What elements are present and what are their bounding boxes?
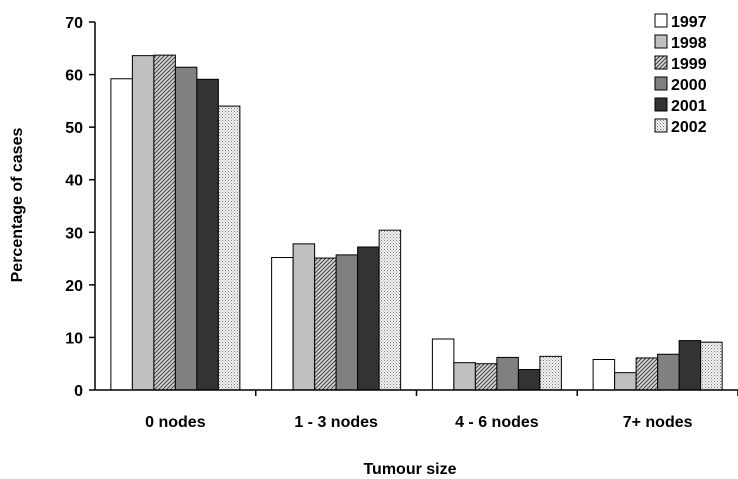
x-tick-label: 1 - 3 nodes [294,414,378,431]
x-tick-label: 0 nodes [145,414,206,431]
bar-1999-0 [153,54,176,391]
bar-1999-1 [314,257,337,391]
legend-swatch-1998 [654,34,668,49]
legend-swatch-2000 [654,76,668,91]
bar-2000-3 [657,353,680,391]
x-ticks-group: 0 nodes 1 - 3 nodes 4 - 6 nodes 7+ nodes [145,390,738,431]
y-tick-label: 10 [65,330,83,347]
legend-swatch-2001 [654,97,668,112]
y-tick-label: 60 [65,68,83,85]
bar-2000-2 [496,356,519,391]
y-ticks-group: 0 10 20 30 40 50 60 70 [65,15,95,400]
bar-1997-2 [431,338,455,391]
bar-2001-3 [678,340,702,391]
legend-label: 1997 [671,14,707,31]
bar-2002-1 [378,229,402,391]
bar-2001-1 [357,246,380,391]
bar-1998-3 [614,372,637,391]
bar-1998-1 [292,243,316,391]
bars-group [110,54,723,391]
legend-label: 2001 [671,98,707,115]
bar-1998-2 [453,362,476,391]
y-tick-label: 20 [65,278,83,295]
legend-swatch-1997 [654,13,668,28]
x-tick-label: 7+ nodes [623,414,693,431]
y-tick-label: 30 [65,225,83,242]
y-tick-label: 50 [65,120,83,137]
bar-2000-1 [335,254,359,391]
bar-2000-0 [174,66,198,391]
bar-2002-2 [539,355,562,391]
legend-label: 1999 [671,56,707,73]
legend-label: 2000 [671,77,707,94]
bar-1997-0 [110,78,133,391]
bar-2001-2 [517,368,541,391]
legend-label: 2002 [671,119,707,136]
bar-1997-3 [592,359,616,391]
x-axis-title: Tumour size [363,461,456,478]
bar-2001-0 [196,78,219,391]
bar-1999-2 [474,363,498,391]
bar-2002-3 [700,341,723,391]
y-tick-label: 40 [65,173,83,190]
bar-2002-0 [217,105,241,391]
y-tick-label: 0 [74,383,83,400]
y-axis-title: Percentage of cases [9,128,26,283]
x-tick-label: 4 - 6 nodes [455,414,539,431]
bar-1998-0 [131,55,155,391]
legend-label: 1998 [671,35,707,52]
legend-swatch-2002 [654,118,668,133]
legend: 1997 1998 1999 2000 2001 2002 [654,13,707,136]
bar-1999-3 [635,357,659,391]
legend-swatch-1999 [654,55,668,70]
y-tick-label: 70 [65,15,83,32]
bar-1997-1 [271,257,294,391]
